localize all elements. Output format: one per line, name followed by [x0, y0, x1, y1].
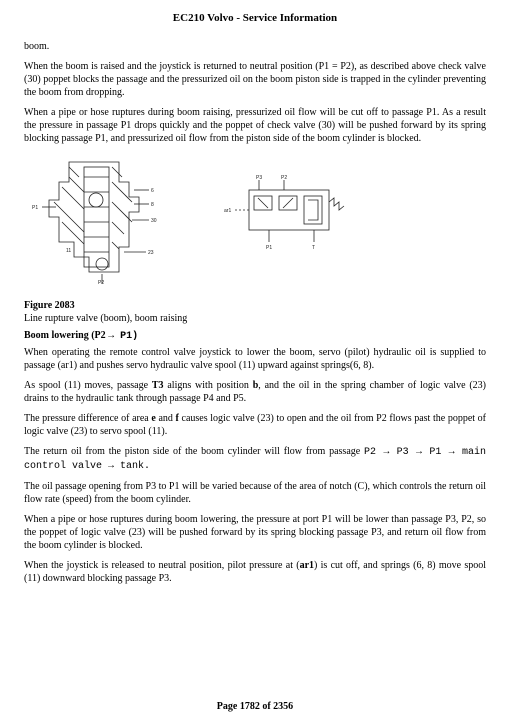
paragraph-3: When operating the remote control valve … [24, 346, 486, 372]
paragraph-4: As spool (11) moves, passage T3 aligns w… [24, 379, 486, 405]
page-header: EC210 Volvo - Service Information [24, 12, 486, 24]
label-p2r: P2 [281, 175, 287, 181]
label-p1: P1 [32, 205, 38, 211]
label-ar1: ar1 [224, 208, 231, 214]
figure-caption: Line rupture valve (boom), boom raising [24, 313, 486, 324]
paragraph-8: When a pipe or hose ruptures during boom… [24, 513, 486, 552]
paragraph-6: The return oil from the piston side of t… [24, 445, 486, 473]
paragraph-boom: boom. [24, 40, 486, 53]
page-footer: Page 1782 of 2356 [0, 701, 510, 712]
paragraph-5: The pressure difference of area e and f … [24, 412, 486, 438]
paragraph-2: When a pipe or hose ruptures during boom… [24, 106, 486, 145]
heading-prefix: Boom lowering (P2 [24, 330, 108, 341]
p5-c: and [156, 413, 176, 424]
label-p3: P3 [256, 175, 262, 181]
label-11: 11 [66, 248, 71, 254]
label-30: 30 [151, 218, 157, 224]
figure-2083: P1 6 8 30 23 11 P2 P3 [24, 152, 486, 292]
p5-a: The pressure difference of area [24, 413, 151, 424]
figure-label: Figure 2083 [24, 300, 486, 311]
diagram-schematic: P3 P2 P1 T ar1 [224, 172, 354, 252]
section-heading-boom-lowering: Boom lowering (P2 → P1) [24, 330, 486, 342]
p9-a: When the joystick is released to neutral… [24, 560, 300, 571]
label-8: 8 [151, 202, 154, 208]
label-p1r: P1 [266, 245, 272, 251]
p4-c: aligns with position [164, 380, 253, 391]
diagram-valve-section: P1 6 8 30 23 11 P2 [24, 152, 174, 287]
heading-suffix: P1) [114, 331, 138, 342]
paragraph-1: When the boom is raised and the joystick… [24, 60, 486, 99]
p4-b: T3 [152, 380, 164, 391]
paragraph-7: The oil passage opening from P3 to P1 wi… [24, 480, 486, 506]
p9-b: ar1 [300, 560, 314, 571]
p4-a: As spool (11) moves, passage [24, 380, 152, 391]
label-t: T [312, 245, 315, 251]
label-p2: P2 [98, 280, 104, 286]
paragraph-9: When the joystick is released to neutral… [24, 559, 486, 585]
label-23: 23 [148, 250, 154, 256]
p6-a: The return oil from the piston side of t… [24, 446, 364, 457]
label-6: 6 [151, 188, 154, 194]
